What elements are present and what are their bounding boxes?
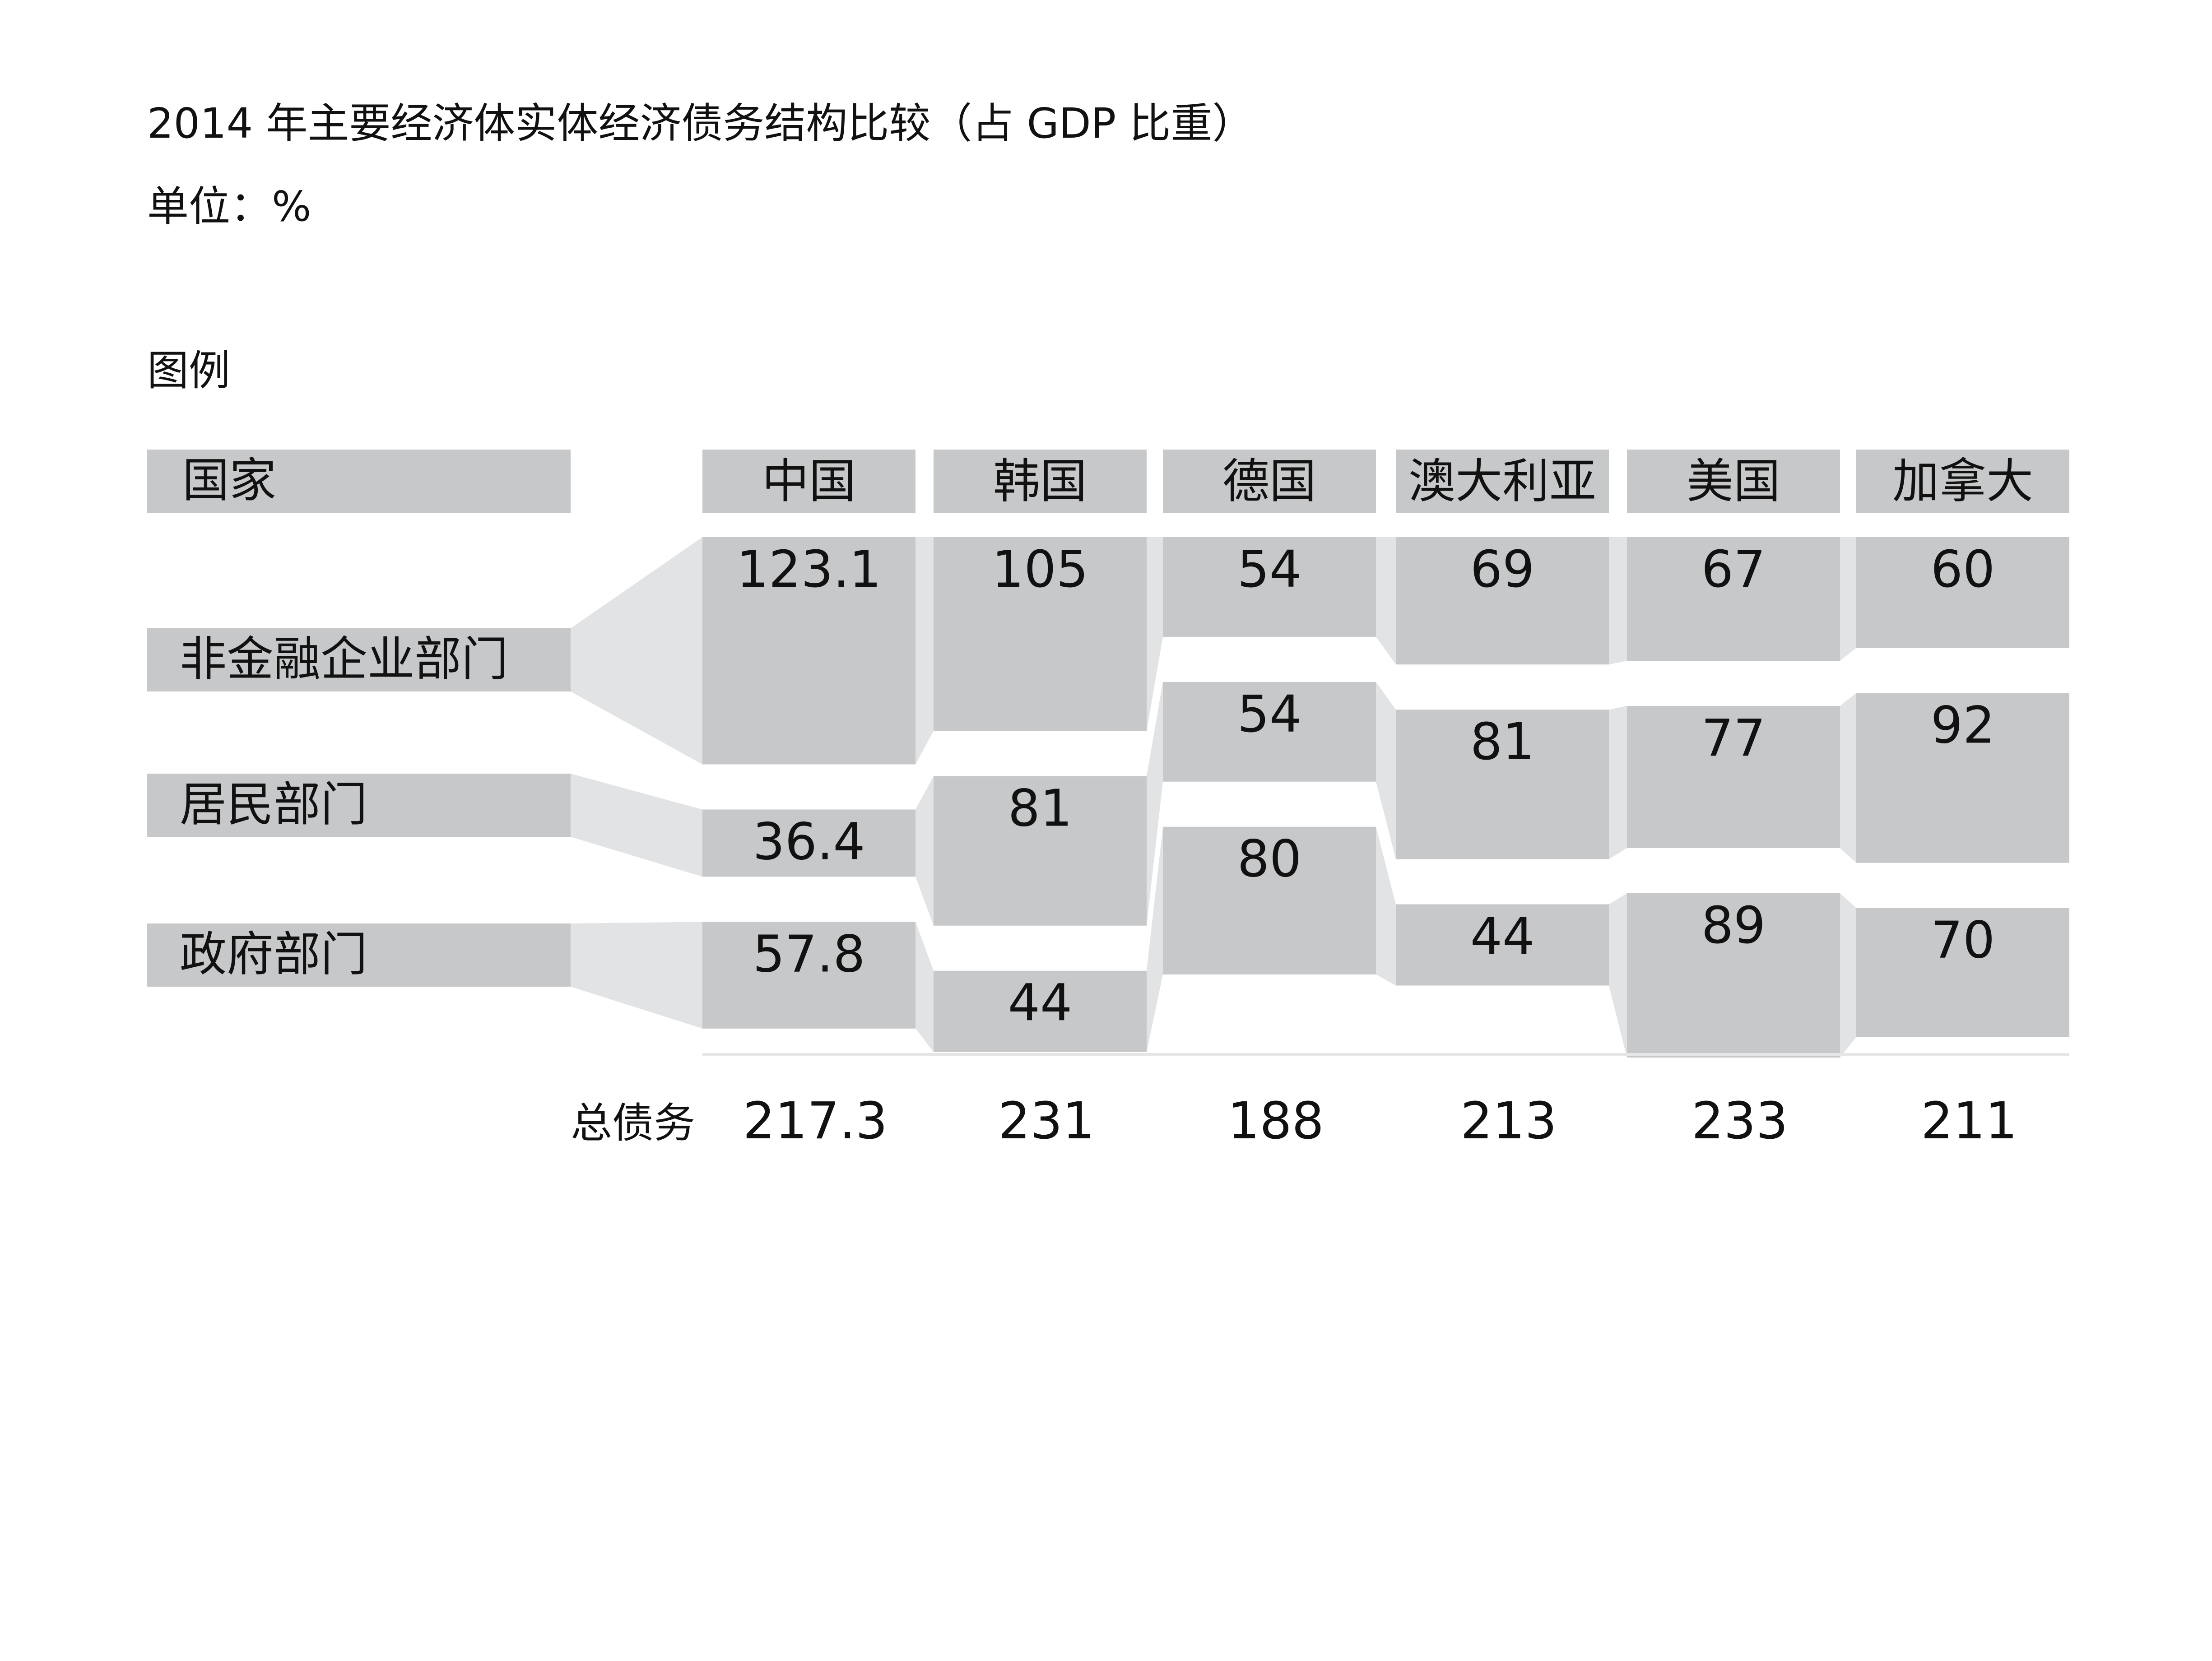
- legend-box: [147, 774, 571, 837]
- country-name: 澳大利亚: [1408, 454, 1596, 509]
- flow-connector: [915, 537, 934, 765]
- country-header: [934, 450, 1147, 513]
- country-name: 韩国: [993, 454, 1087, 509]
- value-label: 36.4: [753, 812, 865, 871]
- value-label: 57.8: [753, 925, 865, 984]
- total-value: 188: [1227, 1092, 1324, 1151]
- country-name: 中国: [762, 454, 856, 509]
- country-name: 美国: [1687, 454, 1780, 509]
- country-header: [1163, 450, 1376, 513]
- legend-connector: [571, 537, 702, 765]
- legend-label: 政府部门: [180, 927, 367, 982]
- legend-label: 非金融企业部门: [180, 631, 508, 687]
- legend-connector: [571, 774, 702, 877]
- total-value: 211: [1921, 1092, 2017, 1151]
- flow-connector: [1840, 537, 1856, 661]
- flow-connector: [1609, 893, 1627, 1058]
- flow-connector: [915, 922, 934, 1052]
- value-label: 77: [1701, 709, 1766, 768]
- flow-connector: [1147, 537, 1163, 731]
- debt-bar: [1396, 537, 1609, 665]
- country-header-label: 国家: [182, 453, 276, 508]
- legend-label: 居民部门: [180, 777, 367, 832]
- value-label: 44: [1008, 974, 1073, 1033]
- value-label: 54: [1237, 540, 1302, 599]
- flow-connector: [1609, 537, 1627, 665]
- debt-bar: [1627, 706, 1840, 848]
- flow-connector: [1840, 693, 1856, 863]
- country-header-box: [147, 450, 571, 513]
- debt-bar: [1627, 537, 1840, 661]
- flow-connector: [1376, 537, 1396, 665]
- debt-bar: [1856, 693, 2069, 863]
- flow-connector: [1376, 826, 1396, 986]
- country-header: [1856, 450, 2069, 513]
- debt-bar: [1856, 908, 2069, 1037]
- value-label: 80: [1237, 830, 1302, 889]
- debt-bar: [934, 970, 1147, 1052]
- total-value: 217.3: [743, 1092, 888, 1151]
- legend-box: [147, 923, 571, 987]
- debt-bar: [702, 922, 915, 1029]
- unit-label: 单位：%: [147, 182, 311, 231]
- value-label: 105: [992, 540, 1088, 599]
- debt-bar: [1627, 893, 1840, 1058]
- debt-bar: [934, 776, 1147, 926]
- debt-bar: [1163, 826, 1376, 974]
- value-label: 60: [1931, 540, 1995, 599]
- flow-connector: [1147, 826, 1163, 1052]
- total-debt-label: 总债务: [571, 1099, 695, 1147]
- flow-connector: [1840, 893, 1856, 1058]
- flow-connector: [915, 776, 934, 926]
- debt-bar: [1163, 682, 1376, 782]
- debt-bar: [934, 537, 1147, 731]
- value-label: 69: [1470, 540, 1535, 599]
- debt-bar: [702, 809, 915, 877]
- value-label: 89: [1701, 896, 1766, 955]
- legend-connector: [571, 922, 702, 1029]
- legend-box: [147, 628, 571, 691]
- value-label: 81: [1008, 779, 1073, 838]
- debt-bar: [1163, 537, 1376, 637]
- debt-bar: [702, 537, 915, 765]
- country-header: [1627, 450, 1840, 513]
- value-label: 44: [1470, 908, 1535, 966]
- flow-connector: [1147, 682, 1163, 926]
- flow-connector: [1609, 706, 1627, 859]
- value-label: 92: [1931, 696, 1995, 755]
- country-name: 加拿大: [1892, 454, 2033, 509]
- debt-bar: [1396, 904, 1609, 986]
- debt-bar: [1396, 710, 1609, 859]
- legend-title: 图例: [147, 347, 231, 395]
- debt-bar: [1856, 537, 2069, 648]
- value-label: 123.1: [737, 540, 882, 599]
- chart-title: 2014 年主要经济体实体经济债务结构比较（占 GDP 比重）: [147, 99, 1254, 148]
- country-header: [702, 450, 915, 513]
- value-label: 81: [1470, 713, 1535, 771]
- country-name: 德国: [1222, 454, 1316, 509]
- total-value: 233: [1692, 1092, 1788, 1151]
- value-label: 70: [1931, 911, 1995, 970]
- total-value: 213: [1460, 1092, 1557, 1151]
- value-label: 54: [1237, 685, 1302, 744]
- flow-connector: [1376, 682, 1396, 859]
- total-value: 231: [998, 1092, 1095, 1151]
- value-label: 67: [1701, 540, 1766, 599]
- country-header: [1396, 450, 1609, 513]
